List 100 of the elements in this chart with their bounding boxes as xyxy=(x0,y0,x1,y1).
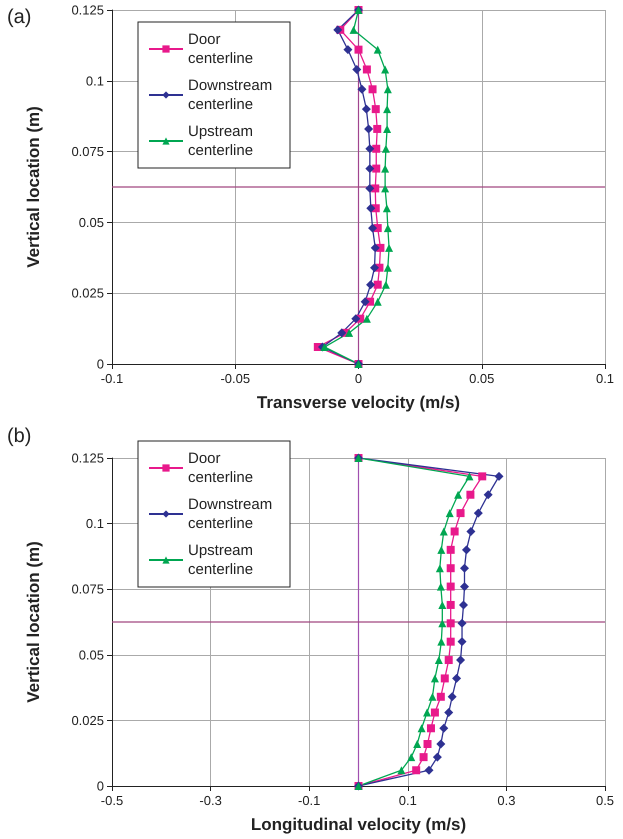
point xyxy=(381,65,390,74)
chart-title: (b) xyxy=(7,425,32,447)
x-axis-title: Longitudinal velocity (m/s) xyxy=(250,815,466,834)
point xyxy=(466,526,476,536)
point xyxy=(382,144,390,153)
point xyxy=(444,708,454,718)
point xyxy=(412,766,420,774)
point xyxy=(494,472,504,481)
x-tick-label: 0 xyxy=(354,371,362,386)
point xyxy=(446,509,454,518)
point xyxy=(385,244,394,252)
point xyxy=(368,85,377,94)
x-tick-label: 0.05 xyxy=(469,371,494,386)
point xyxy=(368,224,378,233)
point xyxy=(360,297,370,306)
point xyxy=(432,752,442,762)
point xyxy=(374,46,382,54)
point xyxy=(438,619,446,628)
x-tick-label: 0.1 xyxy=(398,793,417,808)
point xyxy=(436,740,446,749)
point xyxy=(357,84,366,94)
point xyxy=(484,490,493,500)
x-tick-label: -0.3 xyxy=(199,793,222,808)
y-tick-label: 0.075 xyxy=(71,582,104,597)
point xyxy=(381,164,390,173)
point xyxy=(459,600,468,610)
point xyxy=(333,25,342,34)
y-axis-title: Vertical location (m) xyxy=(24,106,43,268)
point xyxy=(437,638,446,646)
y-tick-label: 0.025 xyxy=(71,286,104,301)
point xyxy=(436,564,444,572)
point xyxy=(446,619,455,628)
point xyxy=(424,740,432,748)
point xyxy=(456,656,466,665)
y-tick-label: 0.025 xyxy=(71,712,104,728)
point xyxy=(365,184,374,193)
y-tick-label: 0.075 xyxy=(71,144,104,160)
legend-label: Downstream centerline xyxy=(188,77,276,113)
point xyxy=(382,204,391,212)
point xyxy=(446,600,455,609)
point xyxy=(374,298,382,306)
x-tick-label: 0.3 xyxy=(497,793,516,808)
chart-title: (a) xyxy=(7,6,32,28)
point xyxy=(438,600,446,609)
point xyxy=(373,124,382,133)
point xyxy=(437,546,446,554)
point xyxy=(466,490,474,499)
point xyxy=(397,766,406,774)
point xyxy=(428,692,436,701)
point xyxy=(420,753,428,762)
point xyxy=(439,724,448,733)
point xyxy=(384,264,392,272)
x-tick-label: -0.05 xyxy=(220,371,250,386)
legend-label: Upstream centerline xyxy=(188,123,258,159)
point xyxy=(444,656,453,664)
point xyxy=(364,124,374,134)
point xyxy=(446,564,455,572)
y-tick-label: 0.1 xyxy=(86,516,104,532)
point xyxy=(458,618,467,628)
point xyxy=(366,204,376,213)
legend-label: Door centerline xyxy=(188,31,254,67)
point xyxy=(424,766,434,775)
legend-label: Upstream centerline xyxy=(188,542,258,578)
point xyxy=(474,508,483,518)
point xyxy=(350,26,358,34)
point xyxy=(343,45,352,54)
point xyxy=(436,692,445,701)
point xyxy=(382,280,390,289)
point xyxy=(337,328,346,338)
y-tick-label: 0.1 xyxy=(86,73,104,88)
x-tick-label: -0.1 xyxy=(298,793,320,808)
point xyxy=(462,545,471,554)
point xyxy=(448,692,457,702)
point xyxy=(370,263,380,272)
point xyxy=(352,64,362,74)
y-tick-label: 0 xyxy=(96,356,104,372)
point xyxy=(446,582,455,591)
point xyxy=(413,740,422,748)
point xyxy=(423,708,432,717)
point xyxy=(345,328,354,337)
point xyxy=(434,656,443,664)
point xyxy=(365,164,374,174)
point xyxy=(362,314,371,323)
x-tick-label: -0.1 xyxy=(100,371,124,386)
point xyxy=(370,243,380,252)
point xyxy=(456,509,465,518)
point xyxy=(430,708,439,717)
x-axis-title: Transverse velocity (m/s) xyxy=(256,393,460,412)
point xyxy=(351,314,360,324)
point xyxy=(366,280,376,290)
y-tick-label: 0.125 xyxy=(71,2,104,18)
point xyxy=(452,674,462,683)
point xyxy=(383,105,392,114)
point xyxy=(465,472,474,480)
legend-label: Downstream centerline xyxy=(188,496,276,532)
point xyxy=(384,224,392,232)
point xyxy=(454,490,462,499)
y-tick-label: 0.125 xyxy=(71,450,104,466)
x-tick-label: -0.5 xyxy=(100,793,124,808)
point xyxy=(381,184,390,192)
